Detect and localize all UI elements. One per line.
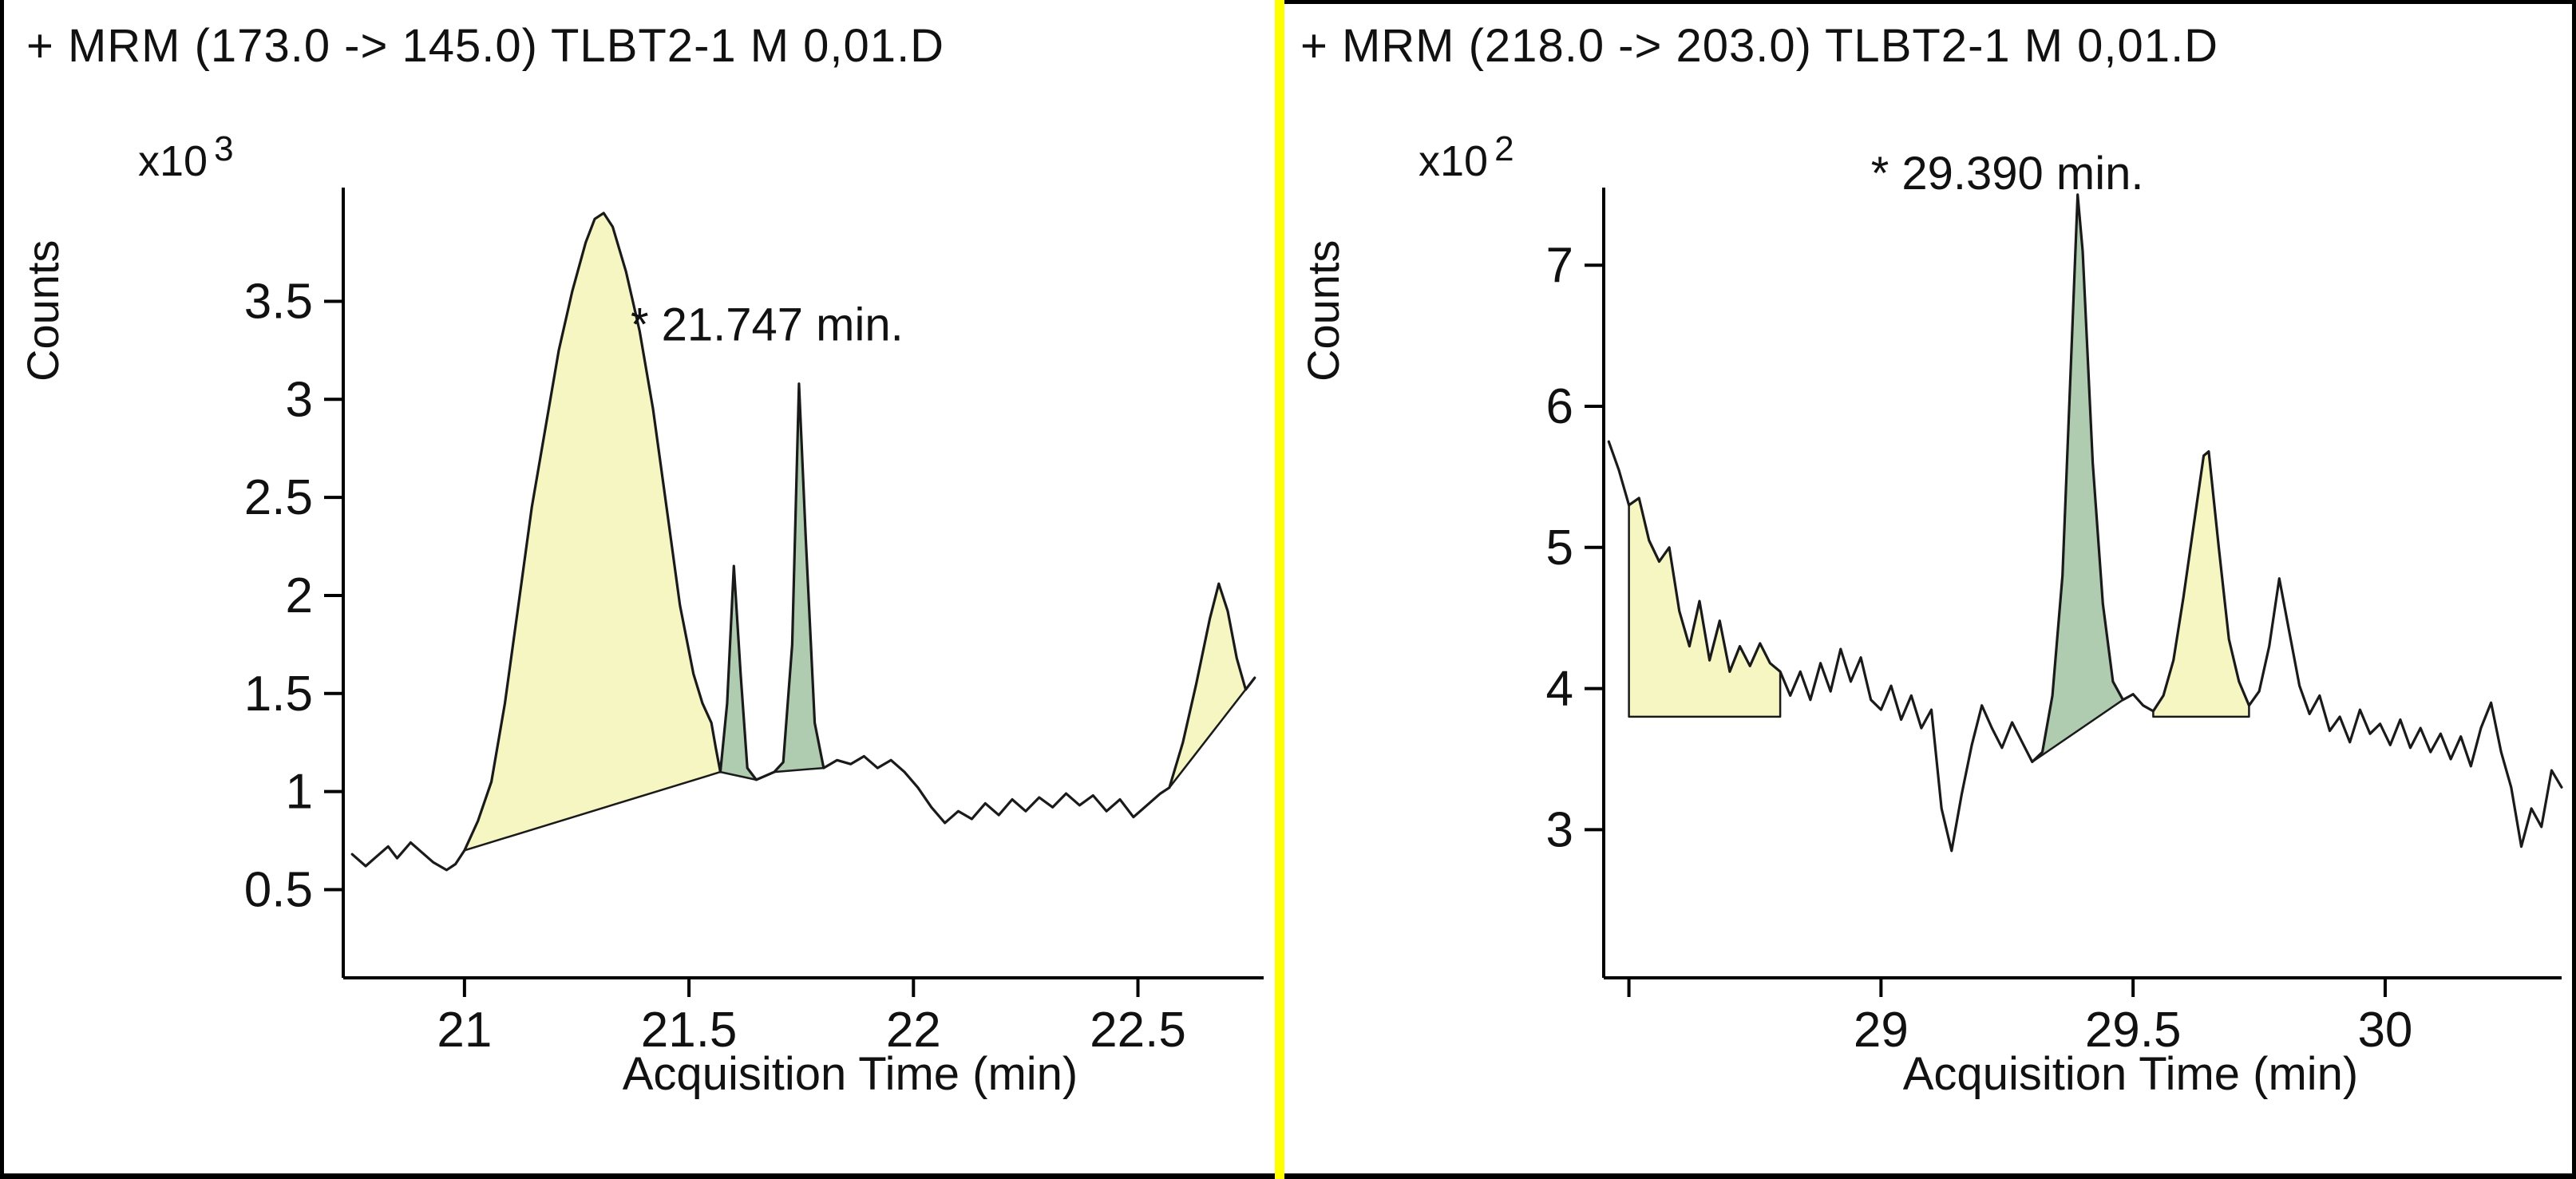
chromatogram-panel-left: 21 21.5 22 22.5 0.5 1 1.5 2 2.5 3 3.5 * 21.747 min.… xyxy=(4,0,1275,1179)
y-scale-multiplier-base-right: x10 xyxy=(1419,137,1489,185)
y-tick-label: 5 xyxy=(1546,520,1573,576)
y-tick-label: 1 xyxy=(286,765,313,820)
y-tick-label: 3.5 xyxy=(244,274,313,329)
y-tick-label: 1.5 xyxy=(244,667,313,722)
x-tick-label: 22.5 xyxy=(1090,1003,1186,1058)
y-tick-label: 7 xyxy=(1546,238,1573,293)
y-scale-multiplier-exponent-right: 2 xyxy=(1494,129,1514,168)
window-border-left xyxy=(0,0,4,1179)
y-tick-label: 2.5 xyxy=(244,470,313,525)
y-scale-multiplier-right: x10 2 xyxy=(1419,129,1514,186)
x-tick-label: 29 xyxy=(1854,1003,1909,1058)
y-tick-label: 0.5 xyxy=(244,862,313,917)
peak-fill xyxy=(2031,193,2124,763)
retention-time-annotation: * 21.747 min. xyxy=(631,299,904,351)
y-tick-label: 3 xyxy=(1546,802,1573,857)
y-tick-label: 6 xyxy=(1546,379,1573,434)
chromatogram-panel-right: 29 29.5 30 3 4 5 6 7 * 29.390 min. + MRM (218.0 … xyxy=(1284,0,2572,1179)
x-tick-label: 21.5 xyxy=(641,1003,738,1058)
peak-fill xyxy=(719,564,758,781)
y-scale-multiplier-exponent-left: 3 xyxy=(214,129,234,168)
y-tick-label: 2 xyxy=(286,568,313,623)
retention-time-annotation: * 29.390 min. xyxy=(1871,148,2144,200)
y-tick-label: 4 xyxy=(1546,662,1573,717)
x-tick-label: 22 xyxy=(886,1003,941,1058)
y-tick-label: 3 xyxy=(286,372,313,427)
panel-divider xyxy=(1275,0,1284,1179)
signal-trace xyxy=(1607,193,2563,853)
x-tick-label: 30 xyxy=(2357,1003,2412,1058)
chromatogram-title-right: + MRM (218.0 -> 203.0) TLBT2-1 M 0,01.D xyxy=(1300,20,2219,72)
window-border-bottom xyxy=(0,1173,2576,1179)
peak-fill xyxy=(1628,497,1782,718)
x-tick-label: 21 xyxy=(437,1003,492,1058)
chromatogram-title-left: + MRM (173.0 -> 145.0) TLBT2-1 M 0,01.D xyxy=(26,20,945,72)
counts-axis-label-right: Counts xyxy=(1298,239,1348,382)
chromatogram-plot-left: 21 21.5 22 22.50.511.522.533.5 * 21.747 min. xyxy=(244,188,1264,1058)
y-scale-multiplier-base-left: x10 xyxy=(138,137,208,185)
window-border-right xyxy=(2572,0,2576,1179)
acquisition-time-axis-label-right: Acquisition Time (min) xyxy=(1902,1048,2359,1100)
window-border-top-right xyxy=(1284,0,2576,4)
signal-trace xyxy=(350,212,1256,872)
acquisition-time-axis-label-left: Acquisition Time (min) xyxy=(622,1048,1078,1100)
chromatogram-plot-right: 29 29.5 30 3 4 5 6 7 * 29.390 min. xyxy=(1546,148,2563,1058)
peak-fill xyxy=(773,382,825,773)
x-tick-label: 29.5 xyxy=(2085,1003,2182,1058)
y-scale-multiplier-left: x10 3 xyxy=(138,129,234,186)
counts-axis-label-left: Counts xyxy=(18,239,68,382)
